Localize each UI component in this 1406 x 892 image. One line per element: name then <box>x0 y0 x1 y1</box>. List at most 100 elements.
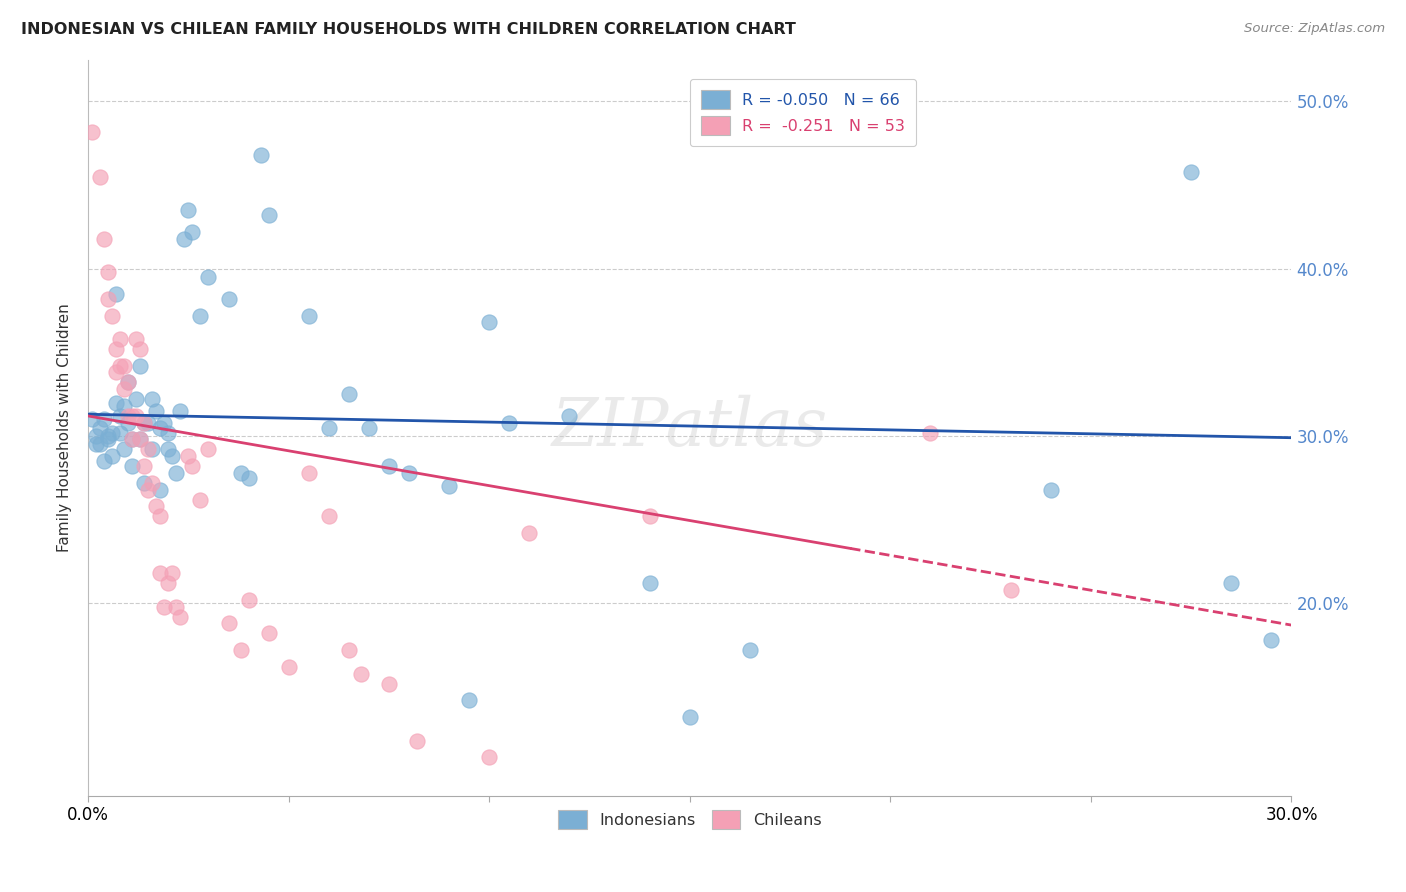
Point <box>105 366 128 380</box>
Point <box>157 442 180 457</box>
Point <box>177 449 200 463</box>
Point <box>125 409 148 423</box>
Point <box>197 442 219 457</box>
Point <box>638 509 661 524</box>
Point <box>141 475 163 490</box>
Point <box>105 342 128 356</box>
Point <box>249 148 271 162</box>
Point <box>110 359 132 373</box>
Point <box>181 225 204 239</box>
Point <box>153 416 176 430</box>
Point <box>89 437 111 451</box>
Text: Source: ZipAtlas.com: Source: ZipAtlas.com <box>1244 22 1385 36</box>
Point <box>84 429 107 443</box>
Point <box>519 526 541 541</box>
Point <box>679 710 702 724</box>
Point <box>145 500 167 514</box>
Point <box>437 479 460 493</box>
Point <box>105 286 128 301</box>
Point <box>197 270 219 285</box>
Point <box>1260 633 1282 648</box>
Point <box>318 509 340 524</box>
Point <box>89 169 111 184</box>
Point <box>112 442 135 457</box>
Point <box>110 425 132 440</box>
Point <box>141 392 163 407</box>
Point <box>406 733 429 747</box>
Point <box>165 466 187 480</box>
Point <box>129 433 152 447</box>
Point <box>112 399 135 413</box>
Point <box>134 475 156 490</box>
Point <box>378 676 401 690</box>
Point <box>136 416 159 430</box>
Point <box>110 409 132 423</box>
Point <box>318 420 340 434</box>
Point <box>1000 582 1022 597</box>
Point <box>136 442 159 457</box>
Point <box>350 666 373 681</box>
Point <box>93 412 115 426</box>
Point <box>257 208 280 222</box>
Point <box>136 483 159 497</box>
Point <box>89 420 111 434</box>
Point <box>181 459 204 474</box>
Point <box>169 404 191 418</box>
Legend: Indonesians, Chileans: Indonesians, Chileans <box>551 804 828 836</box>
Point <box>229 643 252 657</box>
Point <box>149 483 172 497</box>
Point <box>134 416 156 430</box>
Point <box>378 459 401 474</box>
Point <box>398 466 420 480</box>
Point <box>357 420 380 434</box>
Point <box>112 359 135 373</box>
Point <box>112 382 135 396</box>
Point <box>121 433 143 447</box>
Point <box>337 387 360 401</box>
Point <box>141 442 163 457</box>
Point <box>97 429 120 443</box>
Point <box>638 576 661 591</box>
Point <box>125 332 148 346</box>
Point <box>134 459 156 474</box>
Point <box>117 409 139 423</box>
Point <box>1180 164 1202 178</box>
Point <box>162 449 184 463</box>
Point <box>238 593 260 607</box>
Point <box>117 376 139 390</box>
Point <box>337 643 360 657</box>
Point <box>134 416 156 430</box>
Point <box>177 203 200 218</box>
Point <box>97 433 120 447</box>
Point <box>101 309 124 323</box>
Point <box>169 609 191 624</box>
Point <box>121 433 143 447</box>
Point <box>738 643 761 657</box>
Point <box>157 576 180 591</box>
Point <box>1039 483 1062 497</box>
Point <box>121 459 143 474</box>
Point <box>97 292 120 306</box>
Point <box>149 509 172 524</box>
Point <box>84 437 107 451</box>
Point <box>82 124 104 138</box>
Point <box>82 412 104 426</box>
Point <box>920 425 942 440</box>
Point <box>558 409 581 423</box>
Point <box>93 454 115 468</box>
Point <box>238 471 260 485</box>
Point <box>165 599 187 614</box>
Point <box>125 392 148 407</box>
Point <box>153 599 176 614</box>
Text: ZIPatlas: ZIPatlas <box>551 395 828 460</box>
Point <box>498 416 520 430</box>
Point <box>478 315 501 329</box>
Point <box>101 425 124 440</box>
Point <box>117 376 139 390</box>
Point <box>218 616 240 631</box>
Point <box>218 292 240 306</box>
Point <box>277 660 299 674</box>
Point <box>190 492 212 507</box>
Point <box>129 433 152 447</box>
Point <box>93 232 115 246</box>
